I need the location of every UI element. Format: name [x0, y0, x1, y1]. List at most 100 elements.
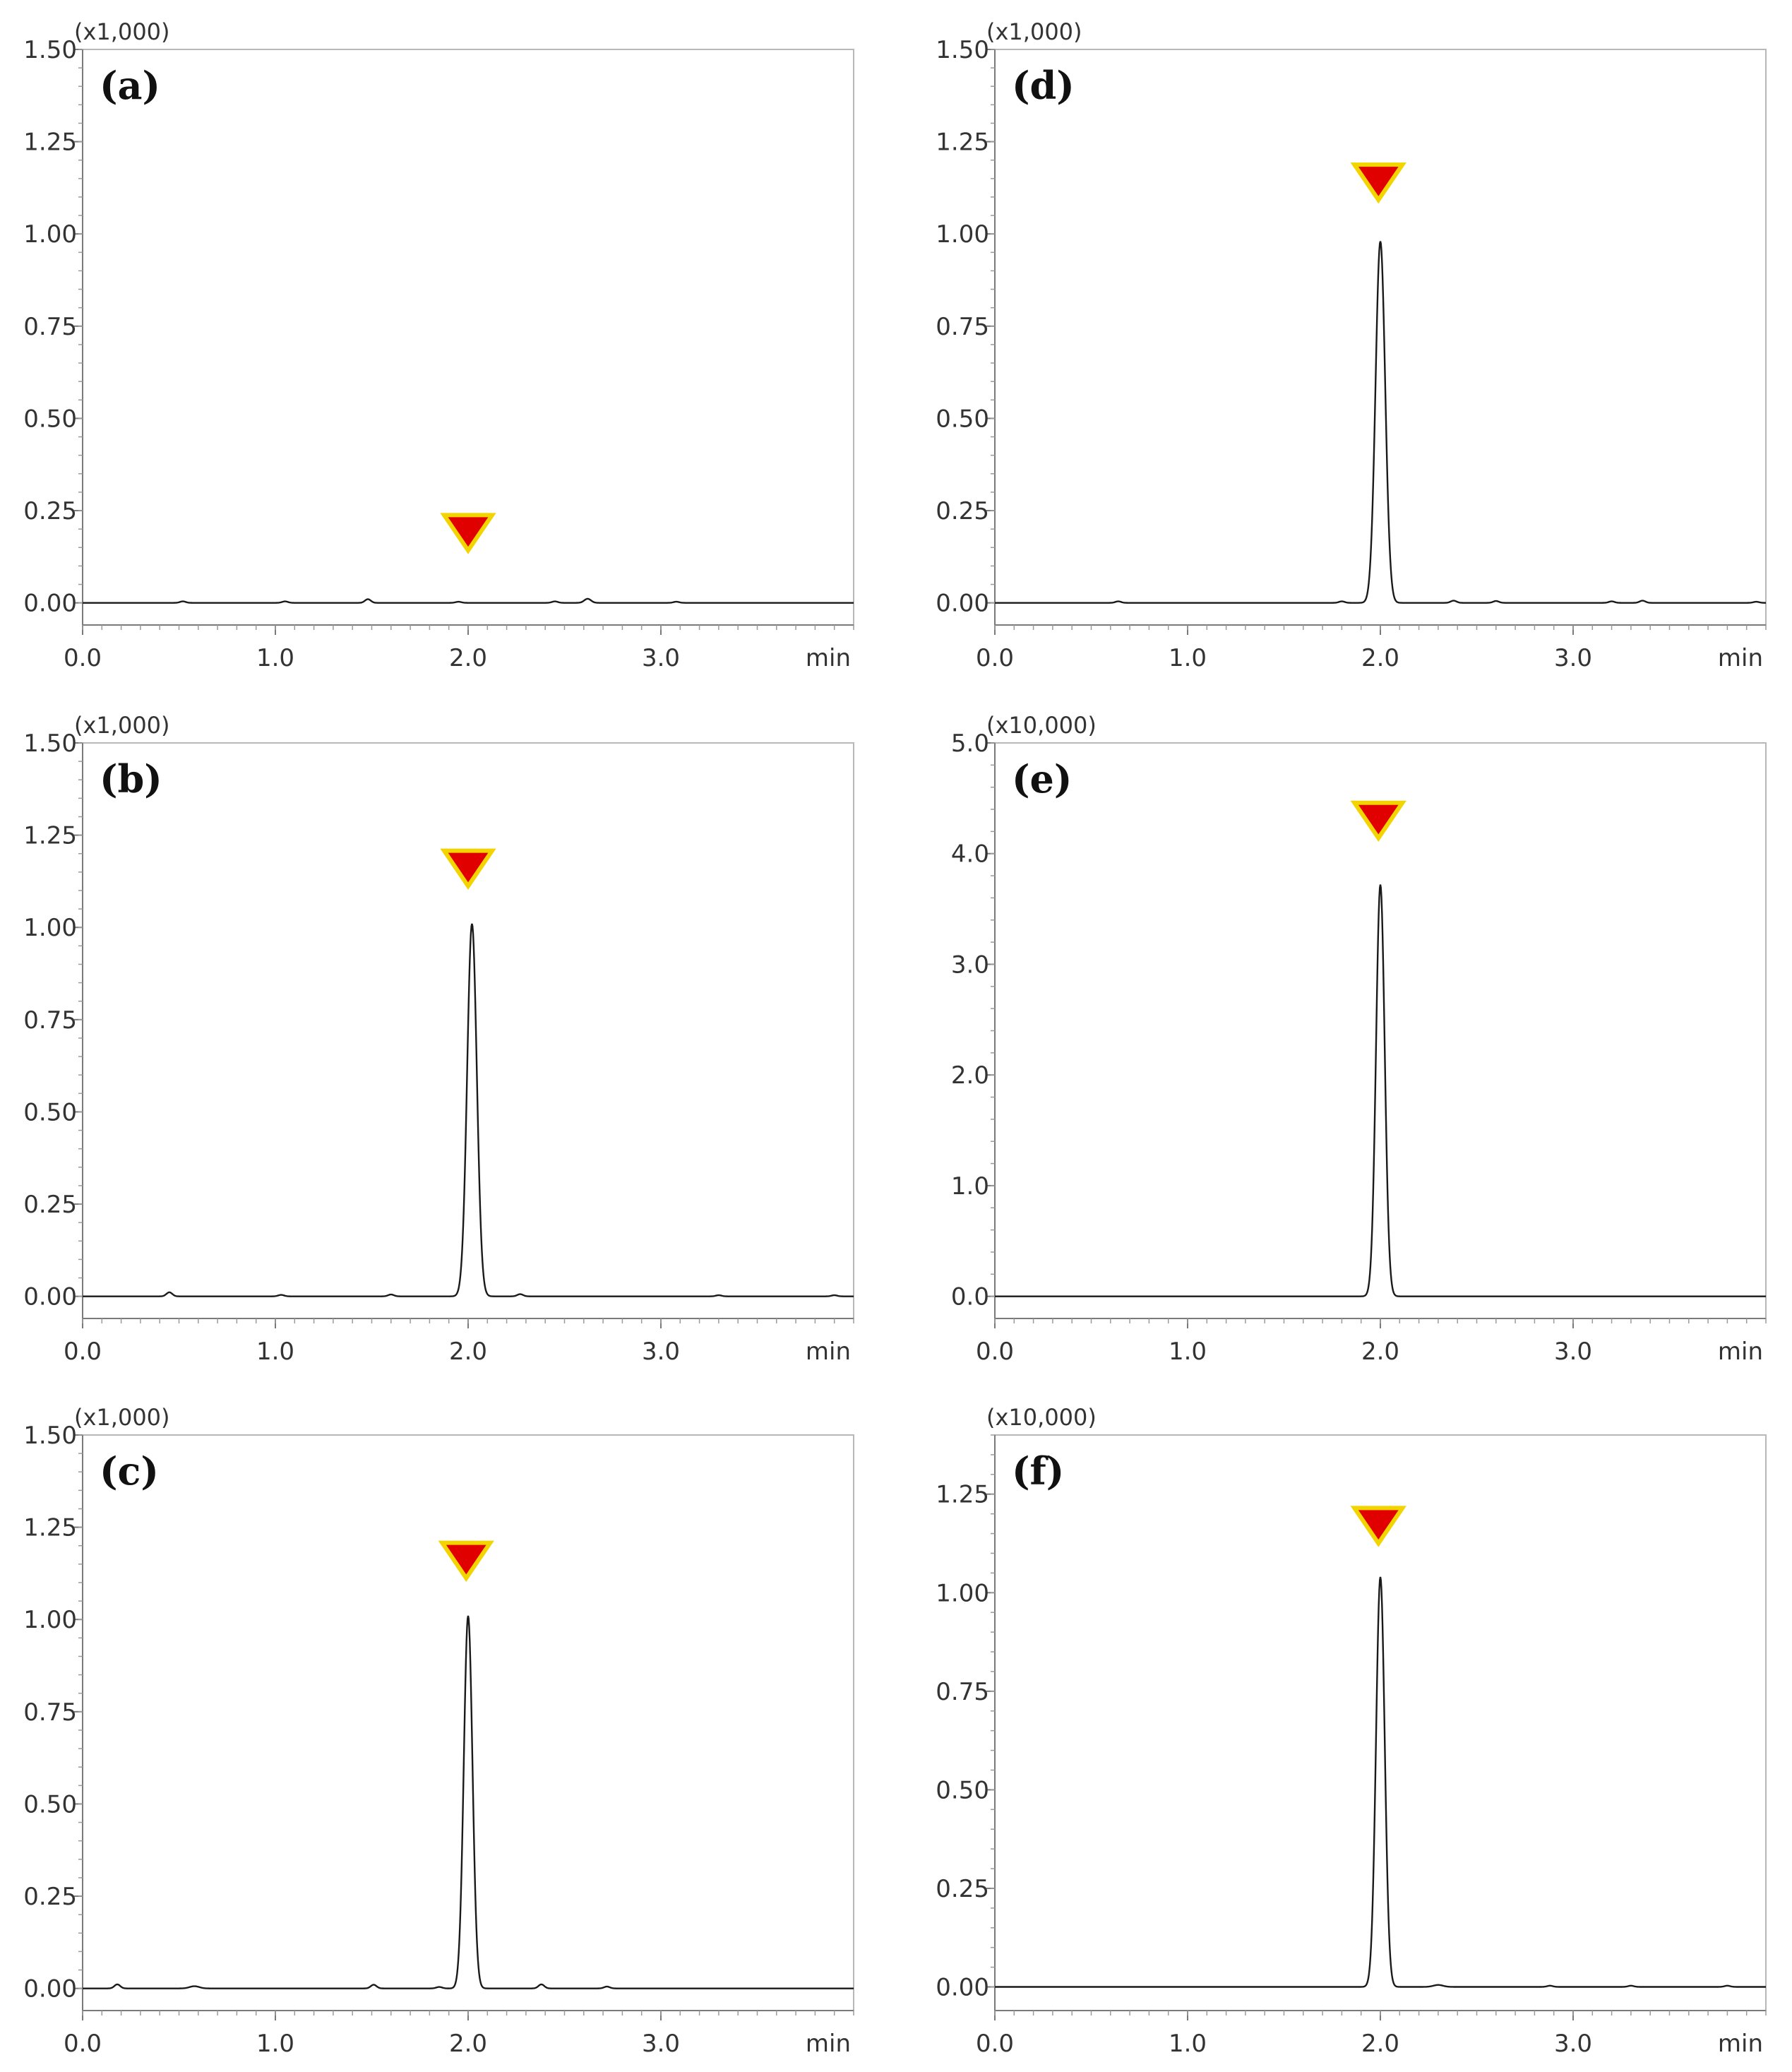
x-tick-label: 1.0: [256, 1338, 294, 1366]
plot-frame: [994, 49, 1767, 626]
x-tick-label: 0.0: [976, 2030, 1014, 2058]
y-tick-label: 0.75: [936, 313, 989, 341]
chromatogram-trace: [83, 597, 854, 604]
x-axis-label: min: [806, 2030, 851, 2058]
peak-marker-icon: [1350, 1506, 1406, 1547]
panel-label: (f): [1012, 1448, 1064, 1494]
chart-panel: 0.0 1.0 2.0 3.0 min 0.00 0.25 0.50 0.75 1.00 1.25 1…: [23, 18, 854, 672]
x-tick-label: 0.0: [64, 1338, 102, 1366]
y-multiplier-label: (x10,000): [986, 712, 1097, 739]
y-tick-label: 0.0: [951, 1283, 989, 1311]
peak-marker-icon: [440, 513, 496, 554]
x-axis-label: min: [1718, 1338, 1763, 1366]
y-tick-label: 0.00: [23, 1283, 77, 1311]
panel-label: (d): [1012, 63, 1075, 108]
y-tick-label: 0.00: [23, 1975, 77, 2003]
peak-marker-icon: [440, 848, 496, 890]
y-tick-label: 2.0: [951, 1061, 989, 1090]
y-tick-label: 0.00: [936, 1974, 989, 2002]
x-axis-label: min: [806, 1338, 851, 1366]
chromatogram-trace: [995, 1576, 1766, 1988]
y-tick-label: 0.75: [23, 1698, 77, 1727]
x-tick-label: 1.0: [256, 644, 294, 672]
y-tick-label: 3.0: [951, 951, 989, 979]
x-axis-label: min: [1718, 2030, 1763, 2058]
chromatogram-trace: [83, 1615, 854, 1989]
y-multiplier-label: (x1,000): [74, 18, 170, 45]
y-tick-label: 1.0: [951, 1172, 989, 1201]
y-tick-label: 1.00: [23, 914, 77, 942]
x-tick-label: 3.0: [1554, 644, 1592, 672]
y-tick-label: 0.75: [936, 1678, 989, 1706]
y-tick-label: 0.75: [23, 313, 77, 341]
x-tick-label: 3.0: [1554, 1338, 1592, 1366]
chart-panel: 0.0 1.0 2.0 3.0 min 0.00 0.25 0.50 0.75 1.00 1.25 1…: [23, 1404, 854, 2058]
y-tick-label: 0.25: [23, 1191, 77, 1219]
y-tick-label: 0.00: [936, 590, 989, 618]
y-tick-label: 0.25: [936, 1875, 989, 1903]
x-axis-label: min: [806, 644, 851, 672]
y-multiplier-label: (x1,000): [74, 712, 170, 739]
y-tick-label: 0.50: [23, 1098, 77, 1126]
x-tick-label: 0.0: [976, 644, 1014, 672]
plot-frame: [82, 1434, 854, 2011]
y-tick-label: 4.0: [951, 840, 989, 869]
chart-panel: 0.0 1.0 2.0 3.0 min 0.00 0.25 0.50 0.75 1.00 1.25 (…: [936, 1404, 1767, 2058]
y-multiplier-label: (x1,000): [74, 1404, 170, 1431]
x-tick-label: 1.0: [1169, 2030, 1207, 2058]
chart-panel: 0.0 1.0 2.0 3.0 min 0.00 0.25 0.50 0.75 1.00 1.25 1…: [23, 712, 854, 1366]
y-tick-label: 0.50: [936, 1776, 989, 1804]
x-tick-label: 3.0: [642, 644, 680, 672]
y-multiplier-label: (x1,000): [986, 18, 1082, 45]
x-tick-label: 2.0: [1361, 1338, 1399, 1366]
x-tick-label: 2.0: [449, 1338, 487, 1366]
y-tick-label: 0.25: [936, 497, 989, 525]
x-tick-label: 1.0: [256, 2030, 294, 2058]
x-tick-label: 0.0: [64, 2030, 102, 2058]
y-tick-label: 1.00: [23, 1606, 77, 1634]
y-tick-label: 1.50: [23, 36, 77, 64]
y-tick-label: 1.25: [23, 129, 77, 157]
y-tick-label: 0.25: [23, 1883, 77, 1911]
peak-marker-icon: [438, 1540, 494, 1582]
chromatogram-trace: [83, 923, 854, 1297]
x-tick-label: 3.0: [642, 2030, 680, 2058]
y-tick-label: 0.25: [23, 497, 77, 525]
y-tick-label: 5.0: [951, 730, 989, 758]
chromatogram-trace: [995, 241, 1767, 604]
x-tick-label: 0.0: [976, 1338, 1014, 1366]
x-tick-label: 3.0: [642, 1338, 680, 1366]
chart-panel: 0.0 1.0 2.0 3.0 min 0.00 0.25 0.50 0.75 1.00 1.25 1…: [936, 18, 1767, 672]
panel-label: (a): [100, 63, 160, 108]
y-tick-label: 1.00: [936, 220, 989, 249]
panel-label: (c): [100, 1448, 159, 1494]
y-tick-label: 0.75: [23, 1006, 77, 1035]
y-multiplier-label: (x10,000): [986, 1404, 1097, 1431]
x-tick-label: 2.0: [1361, 2030, 1399, 2058]
x-tick-label: 3.0: [1554, 2030, 1592, 2058]
y-tick-label: 1.50: [23, 730, 77, 758]
y-tick-label: 1.50: [23, 1422, 77, 1450]
y-tick-label: 0.50: [23, 405, 77, 433]
x-tick-label: 2.0: [449, 2030, 487, 2058]
x-tick-label: 1.0: [1169, 644, 1207, 672]
x-tick-label: 2.0: [449, 644, 487, 672]
panel-label: (e): [1012, 756, 1072, 802]
y-tick-label: 1.00: [23, 220, 77, 249]
x-tick-label: 0.0: [64, 644, 102, 672]
y-tick-label: 1.25: [936, 1481, 989, 1509]
chart-panel: 0.0 1.0 2.0 3.0 min 0.0 1.0 2.0 3.0 4.0 5.0(x10,00…: [951, 712, 1767, 1366]
peak-marker-icon: [1350, 800, 1406, 843]
y-tick-label: 0.50: [936, 405, 989, 433]
chromatogram-trace: [995, 884, 1766, 1297]
y-tick-label: 1.50: [936, 36, 989, 64]
panel-label: (b): [100, 756, 162, 802]
x-tick-label: 2.0: [1361, 644, 1399, 672]
x-axis-label: min: [1718, 644, 1763, 672]
y-tick-label: 0.50: [23, 1790, 77, 1818]
x-tick-label: 1.0: [1169, 1338, 1207, 1366]
y-tick-label: 1.25: [23, 1514, 77, 1542]
peak-marker-icon: [1350, 162, 1406, 204]
y-tick-label: 1.25: [23, 822, 77, 850]
